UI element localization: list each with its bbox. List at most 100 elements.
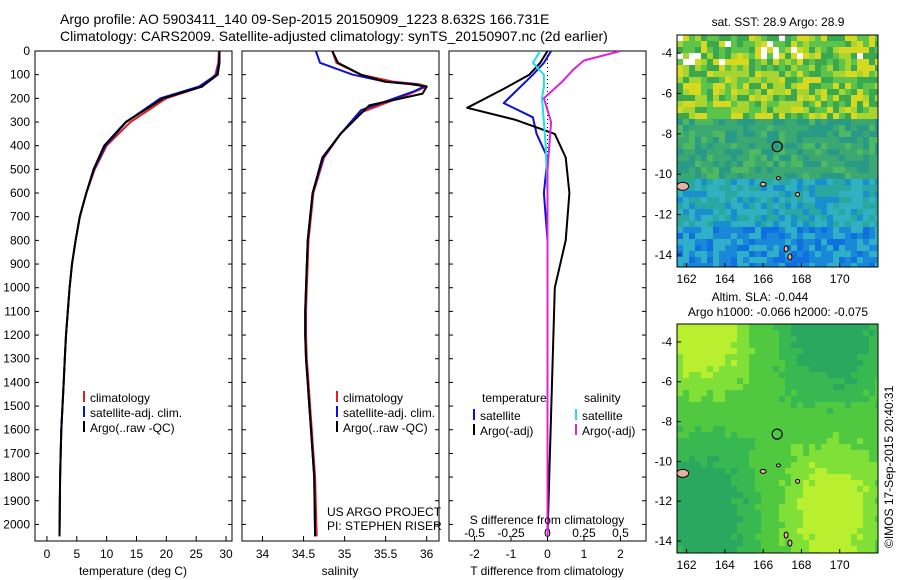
sst-map-cell bbox=[779, 167, 786, 174]
sst-map-cell bbox=[851, 89, 858, 96]
sla-map-cell bbox=[713, 390, 720, 397]
sla-map-cell bbox=[767, 468, 774, 475]
sla-map-cell bbox=[803, 468, 810, 475]
sst-map-cell bbox=[785, 125, 792, 132]
sla-map-cell bbox=[737, 534, 744, 541]
sla-map-cell bbox=[857, 444, 864, 451]
sla-map-cell bbox=[875, 402, 878, 409]
sst-map-cell bbox=[803, 125, 810, 132]
depth-tick-label: 1900 bbox=[3, 494, 30, 508]
sst-map-cell bbox=[689, 185, 696, 192]
sla-map-cell bbox=[683, 492, 690, 499]
sst-map-cell bbox=[689, 149, 696, 156]
sst-map-cell bbox=[725, 179, 732, 186]
sla-map-cell bbox=[701, 456, 708, 463]
sst-map-cell bbox=[689, 227, 696, 234]
sla-map-cell bbox=[803, 390, 810, 397]
sla-map-cell bbox=[731, 414, 738, 421]
sla-map-cell bbox=[695, 468, 702, 475]
sst-map-cell bbox=[815, 203, 822, 210]
sst-map-cell bbox=[875, 47, 878, 54]
sla-map-cell bbox=[749, 390, 756, 397]
sst-map-cell bbox=[767, 227, 774, 234]
sst-map-cell bbox=[683, 125, 690, 132]
sst-map-cell bbox=[779, 53, 786, 60]
sst-map-cell bbox=[743, 101, 750, 108]
sla-map-cell bbox=[857, 408, 864, 415]
sst-map-cell bbox=[857, 155, 864, 162]
sst-map-cell bbox=[809, 95, 816, 102]
sla-map-cell bbox=[785, 330, 792, 337]
sla-map-cell bbox=[695, 408, 702, 415]
sst-map-cell bbox=[737, 59, 744, 66]
sst-map-cell bbox=[845, 59, 852, 66]
sla-map-cell bbox=[839, 426, 846, 433]
sst-map-cell bbox=[749, 137, 756, 144]
sst-map-cell bbox=[707, 257, 714, 264]
sst-map-cell bbox=[791, 257, 798, 264]
sla-map-cell bbox=[833, 468, 840, 475]
sst-map-cell bbox=[767, 95, 774, 102]
sla-map-cell bbox=[677, 450, 684, 457]
sst-map-cell bbox=[833, 191, 840, 198]
sal-legend-label: climatology bbox=[343, 391, 403, 405]
sst-map-cell bbox=[725, 245, 732, 252]
sla-map-cell bbox=[833, 444, 840, 451]
sst-map-cell bbox=[761, 161, 768, 168]
sst-map-cell bbox=[767, 143, 774, 150]
diff-xlabel: T difference from climatology bbox=[470, 564, 624, 578]
sst-map-cell bbox=[809, 245, 816, 252]
sla-map-cell bbox=[833, 516, 840, 523]
sla-map-cell bbox=[863, 456, 870, 463]
sla-map-cell bbox=[875, 444, 878, 451]
sst-map-cell bbox=[809, 227, 816, 234]
sst-map-cell bbox=[845, 245, 852, 252]
sst-map-cell bbox=[719, 263, 726, 267]
sst-map-cell bbox=[869, 167, 876, 174]
sla-map-cell bbox=[857, 426, 864, 433]
sla-map-cell bbox=[749, 438, 756, 445]
sst-map-cell bbox=[857, 77, 864, 84]
sst-map-cell bbox=[725, 173, 732, 180]
sst-map-cell bbox=[827, 233, 834, 240]
sla-map-cell bbox=[809, 360, 816, 367]
sst-map-ytick-label: -6 bbox=[661, 87, 672, 101]
sla-map-cell bbox=[827, 378, 834, 385]
sla-map-cell bbox=[737, 462, 744, 469]
sla-map-cell bbox=[791, 444, 798, 451]
sst-map-cell bbox=[875, 185, 878, 192]
sst-map-cell bbox=[839, 239, 846, 246]
sst-map-cell bbox=[749, 167, 756, 174]
sla-map-cell bbox=[755, 540, 762, 547]
sst-map-cell bbox=[701, 245, 708, 252]
sla-map-cell bbox=[821, 336, 828, 343]
sla-map-cell bbox=[809, 336, 816, 343]
sst-map-cell bbox=[791, 239, 798, 246]
sst-map-cell bbox=[797, 131, 804, 138]
sla-map-cell bbox=[767, 492, 774, 499]
sst-map-cell bbox=[785, 89, 792, 96]
sst-map-cell bbox=[833, 101, 840, 108]
sst-map-cell bbox=[815, 257, 822, 264]
sla-map-cell bbox=[845, 504, 852, 511]
sla-map-cell bbox=[707, 390, 714, 397]
sst-map-cell bbox=[677, 107, 684, 114]
sla-map-cell bbox=[797, 402, 804, 409]
sla-map-cell bbox=[725, 492, 732, 499]
depth-tick-label: 1600 bbox=[3, 423, 30, 437]
sst-map-cell bbox=[743, 65, 750, 72]
sla-map-cell bbox=[695, 492, 702, 499]
sst-map-cell bbox=[755, 101, 762, 108]
sla-map-cell bbox=[833, 456, 840, 463]
sst-map-cell bbox=[737, 191, 744, 198]
sla-map-cell bbox=[851, 324, 858, 331]
sal-xtick-label: 35 bbox=[338, 547, 352, 561]
sla-map-cell bbox=[875, 486, 878, 493]
sst-map-cell bbox=[779, 197, 786, 204]
temp-legend-label: Argo(..raw -QC) bbox=[90, 421, 175, 435]
sst-map-cell bbox=[695, 185, 702, 192]
sst-map-cell bbox=[791, 83, 798, 90]
sla-map-cell bbox=[827, 360, 834, 367]
sla-map-cell bbox=[761, 390, 768, 397]
sst-map-cell bbox=[839, 179, 846, 186]
